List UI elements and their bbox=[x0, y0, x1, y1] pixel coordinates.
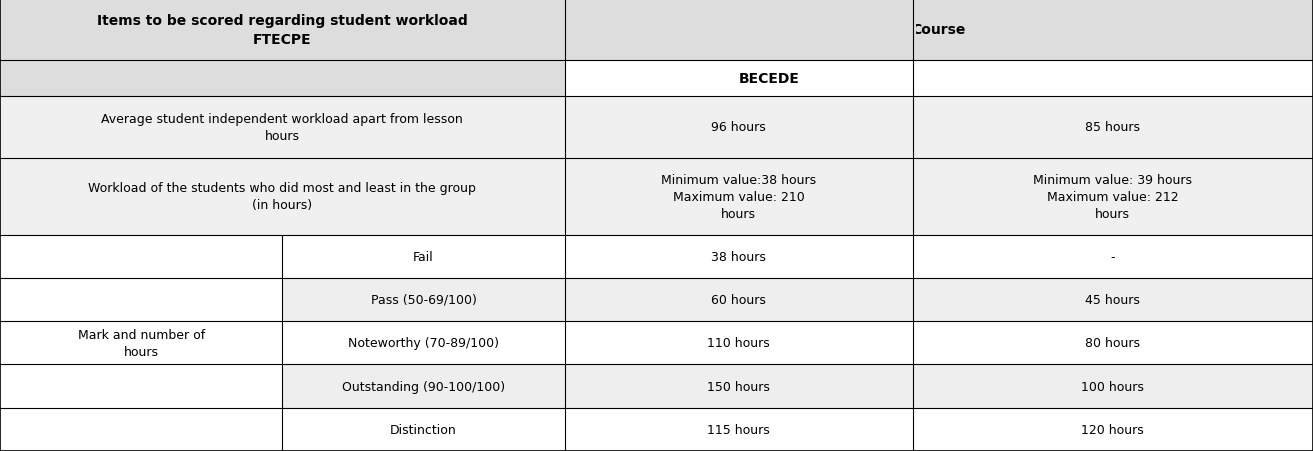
Bar bbox=[565, 0, 1313, 60]
Text: 60 hours: 60 hours bbox=[712, 293, 765, 306]
Text: Minimum value: 39 hours
Maximum value: 212
hours: Minimum value: 39 hours Maximum value: 2… bbox=[1033, 173, 1192, 220]
Text: 85 hours: 85 hours bbox=[1086, 121, 1140, 134]
Text: 80 hours: 80 hours bbox=[1086, 336, 1140, 350]
Bar bbox=[913, 364, 1313, 408]
Text: 120 hours: 120 hours bbox=[1082, 423, 1144, 436]
Bar bbox=[565, 235, 913, 278]
Text: 150 hours: 150 hours bbox=[708, 380, 769, 393]
Text: Mark and number of
hours: Mark and number of hours bbox=[77, 328, 205, 358]
Bar bbox=[0, 60, 565, 97]
Bar bbox=[0, 364, 565, 408]
Bar bbox=[282, 408, 565, 451]
Text: Outstanding (90-100/100): Outstanding (90-100/100) bbox=[341, 380, 506, 393]
Bar bbox=[282, 322, 565, 364]
Text: Minimum value:38 hours
Maximum value: 210
hours: Minimum value:38 hours Maximum value: 21… bbox=[660, 173, 817, 220]
Text: Average student independent workload apart from lesson
hours: Average student independent workload apa… bbox=[101, 113, 463, 143]
Bar bbox=[913, 159, 1313, 235]
Bar bbox=[913, 278, 1313, 322]
Text: Workload of the students who did most and least in the group
(in hours): Workload of the students who did most an… bbox=[88, 182, 477, 212]
Text: Noteworthy (70-89/100): Noteworthy (70-89/100) bbox=[348, 336, 499, 350]
Text: 45 hours: 45 hours bbox=[1086, 293, 1140, 306]
Bar bbox=[565, 408, 913, 451]
Bar bbox=[0, 0, 565, 60]
Text: 96 hours: 96 hours bbox=[712, 121, 765, 134]
Bar bbox=[0, 278, 565, 322]
Bar bbox=[913, 408, 1313, 451]
Text: 115 hours: 115 hours bbox=[708, 423, 769, 436]
Bar bbox=[565, 60, 913, 97]
Bar bbox=[0, 408, 565, 451]
Bar bbox=[565, 278, 913, 322]
Text: Distinction: Distinction bbox=[390, 423, 457, 436]
Bar bbox=[565, 364, 913, 408]
Bar bbox=[565, 322, 913, 364]
Bar bbox=[909, 0, 916, 60]
Bar bbox=[913, 235, 1313, 278]
Bar bbox=[565, 159, 913, 235]
Bar bbox=[282, 235, 565, 278]
Bar bbox=[913, 97, 1313, 159]
Bar bbox=[565, 97, 913, 159]
Bar bbox=[913, 60, 1313, 97]
Text: Pass (50-69/100): Pass (50-69/100) bbox=[370, 293, 477, 306]
Text: -: - bbox=[1111, 250, 1115, 263]
Text: 110 hours: 110 hours bbox=[708, 336, 769, 350]
Text: 100 hours: 100 hours bbox=[1082, 380, 1144, 393]
Text: Fail: Fail bbox=[414, 250, 433, 263]
Bar bbox=[0, 159, 565, 235]
Text: Course: Course bbox=[911, 23, 966, 37]
Bar bbox=[0, 322, 565, 364]
Bar bbox=[0, 235, 565, 278]
Bar bbox=[913, 322, 1313, 364]
Bar bbox=[0, 97, 565, 159]
Text: BECEDE: BECEDE bbox=[738, 72, 800, 86]
Text: 38 hours: 38 hours bbox=[712, 250, 765, 263]
Bar bbox=[282, 364, 565, 408]
Text: Items to be scored regarding student workload
FTECPE: Items to be scored regarding student wor… bbox=[97, 14, 467, 46]
Bar bbox=[282, 278, 565, 322]
